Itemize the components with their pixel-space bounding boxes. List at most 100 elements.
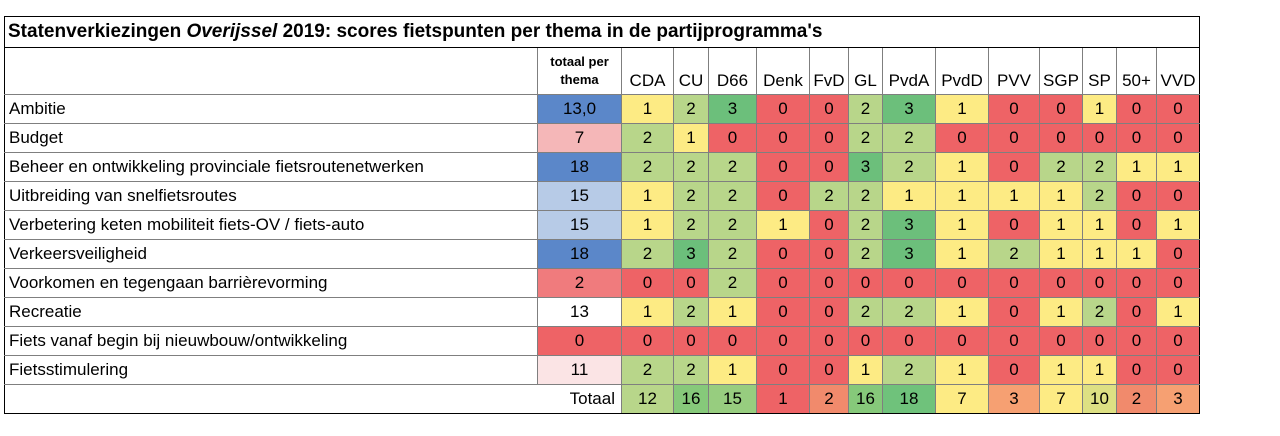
score-cell: 0 [809,210,849,240]
score-cell: 0 [1116,210,1157,240]
score-cell: 1 [935,210,989,240]
scores-table: Statenverkiezingen Overijssel 2019: scor… [4,16,1200,414]
score-cell: 0 [809,268,849,298]
score-cell: 0 [1116,181,1157,211]
score-cell: 1 [1039,181,1083,211]
table-title: Statenverkiezingen Overijssel 2019: scor… [4,16,1200,48]
score-cell: 0 [708,123,757,153]
score-cell: 1 [935,181,989,211]
header-row: totaal per thema CDA CU D66 Denk FvD GL PvdA Pv… [4,47,1200,95]
party-total: 12 [621,384,674,414]
score-cell: 0 [1039,123,1083,153]
theme-label: Fiets vanaf begin bij nieuwbouw/ontwikke… [4,326,538,356]
score-cell: 2 [848,210,883,240]
party-header: SGP [1039,47,1083,95]
title-start: Statenverkiezingen [8,21,187,42]
score-cell: 1 [1156,210,1200,240]
score-cell: 1 [988,181,1040,211]
party-total: 18 [882,384,936,414]
score-cell: 1 [756,210,810,240]
score-cell: 3 [882,210,936,240]
score-cell: 2 [882,123,936,153]
score-cell: 0 [673,268,709,298]
header-blank [4,47,538,95]
party-header: PvdA [882,47,936,95]
theme-label: Verbetering keten mobiliteit fiets-OV / … [4,210,538,240]
party-header: 50+ [1116,47,1157,95]
score-cell: 0 [756,94,810,124]
score-cell: 3 [708,94,757,124]
score-cell: 2 [708,152,757,182]
table-row: Budget 7 2 1 0 0 0 2 2 0 0 0 0 0 0 [4,123,1200,153]
party-header: PvdD [935,47,989,95]
party-header: GL [848,47,883,95]
theme-label: Budget [4,123,538,153]
score-cell: 0 [1039,94,1083,124]
theme-total: 11 [537,355,622,385]
score-cell: 3 [848,152,883,182]
title-italic: Overijssel [186,21,278,42]
party-total: 2 [809,384,849,414]
score-cell: 0 [1156,123,1200,153]
score-cell: 0 [1039,268,1083,298]
score-cell: 1 [1039,210,1083,240]
score-cell: 1 [708,355,757,385]
score-cell: 0 [708,326,757,356]
score-cell: 1 [935,297,989,327]
score-cell: 0 [988,326,1040,356]
party-total: 3 [988,384,1040,414]
theme-label: Voorkomen en tegengaan barrièrevorming [4,268,538,298]
total-label: Totaal [4,384,622,414]
theme-label: Ambitie [4,94,538,124]
score-cell: 0 [882,268,936,298]
score-cell: 0 [809,94,849,124]
theme-total: 15 [537,181,622,211]
party-total: 7 [935,384,989,414]
table-row: Voorkomen en tegengaan barrièrevorming 2 0… [4,268,1200,298]
score-cell: 0 [756,123,810,153]
score-cell: 0 [988,297,1040,327]
party-header: SP [1082,47,1117,95]
score-cell: 1 [708,297,757,327]
party-header: PVV [988,47,1040,95]
score-cell: 1 [1039,239,1083,269]
party-total: 16 [848,384,883,414]
score-cell: 1 [621,297,674,327]
score-cell: 0 [935,268,989,298]
theme-label: Verkeersveiligheid [4,239,538,269]
score-cell: 0 [1156,268,1200,298]
score-cell: 3 [882,94,936,124]
score-cell: 1 [1082,94,1117,124]
score-cell: 0 [756,268,810,298]
score-cell: 0 [1156,326,1200,356]
title-row: Statenverkiezingen Overijssel 2019: scor… [4,16,1200,48]
theme-total: 2 [537,268,622,298]
score-cell: 0 [988,94,1040,124]
score-cell: 2 [848,297,883,327]
score-cell: 1 [1039,297,1083,327]
party-total: 10 [1082,384,1117,414]
score-cell: 1 [935,94,989,124]
score-cell: 1 [673,123,709,153]
score-cell: 2 [621,123,674,153]
party-header: CU [673,47,709,95]
score-cell: 2 [673,94,709,124]
party-total: 1 [756,384,810,414]
party-total: 16 [673,384,709,414]
score-cell: 0 [809,123,849,153]
theme-label: Fietsstimulering [4,355,538,385]
score-cell: 0 [1156,181,1200,211]
score-cell: 0 [988,355,1040,385]
party-header: CDA [621,47,674,95]
score-cell: 1 [1116,239,1157,269]
score-cell: 2 [1039,152,1083,182]
table-row: Verbetering keten mobiliteit fiets-OV / … [4,210,1200,240]
score-cell: 2 [848,181,883,211]
score-cell: 0 [756,326,810,356]
score-cell: 0 [1156,94,1200,124]
score-cell: 0 [1156,239,1200,269]
total-header: totaal per thema [537,47,622,95]
score-cell: 0 [809,239,849,269]
party-total: 15 [708,384,757,414]
